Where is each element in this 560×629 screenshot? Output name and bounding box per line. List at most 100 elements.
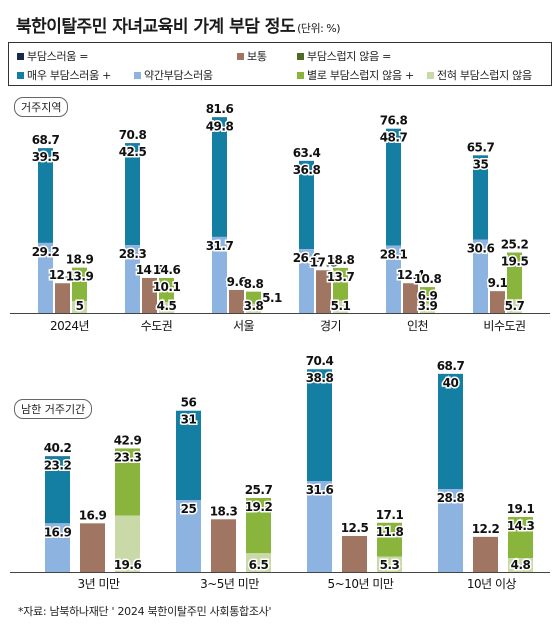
bar-not-very-1-3 <box>508 516 533 559</box>
label-somewhat-burden-0-5: 30.6 <box>467 242 495 256</box>
label-not-burden-total-0-1: 14.6 <box>153 263 181 277</box>
label-not-burden-total-0-2: 8.8 <box>244 277 264 291</box>
legend-swatch-not-burden-total <box>297 53 304 60</box>
bar-neutral-0-4 <box>403 283 418 313</box>
bar-neutral-1-0 <box>80 523 105 572</box>
bar-not-at-all-0-2 <box>246 303 261 313</box>
category-label-0-5: 비수도권 <box>483 319 525 333</box>
bar-somewhat-burden-0-3 <box>299 249 314 313</box>
bar-neutral-0-0 <box>55 283 70 313</box>
label-somewhat-burden-1-2: 31.6 <box>306 483 334 497</box>
label-not-very-1-1: 19.2 <box>245 500 273 514</box>
unit-label: (단위: %) <box>297 22 341 35</box>
category-label-1-3: 10년 이상 <box>467 577 517 591</box>
category-label-0-2: 서울 <box>233 319 255 333</box>
label-neutral-1-1: 18.3 <box>210 504 238 518</box>
label-very-burden-1-3: 40 <box>443 376 459 390</box>
label-somewhat-burden-0-4: 28.1 <box>380 248 408 262</box>
legend: 부담스러움 = 매우 부담스러움 + 약간부담스러움 보통 부담스럽지 않음 =… <box>8 42 552 86</box>
category-label-0-4: 인천 <box>407 318 428 333</box>
label-not-burden-total-1-3: 19.1 <box>507 502 535 516</box>
bar-somewhat-burden-1-1 <box>176 500 201 572</box>
label-neutral-1-2: 12.5 <box>341 521 369 535</box>
label-not-at-all-0-4: 3.9 <box>418 299 438 313</box>
label-somewhat-burden-0-3: 26.6 <box>293 251 321 265</box>
label-very-burden-0-1: 42.5 <box>119 145 147 159</box>
bar-not-at-all-0-4 <box>420 303 435 313</box>
bar-not-very-1-1 <box>246 497 271 554</box>
label-burden-total-0-3: 63.4 <box>293 146 321 160</box>
legend-swatch-very-burden <box>17 72 24 79</box>
bar-somewhat-burden-1-0 <box>45 523 70 572</box>
bar-not-very-0-2 <box>246 291 261 304</box>
label-burden-total-1-2: 70.4 <box>306 354 334 368</box>
label-not-very-0-4: 6.9 <box>418 289 438 303</box>
bar-somewhat-burden-0-4 <box>386 245 401 313</box>
bar-not-very-0-1 <box>159 277 174 303</box>
label-not-burden-total-0-4: 10.8 <box>414 272 442 286</box>
panel-label-region: 거주지역 <box>14 97 69 117</box>
bar-neutral-0-3 <box>316 270 331 313</box>
label-not-burden-total-0-5: 25.2 <box>501 238 529 252</box>
chart-title: 북한이탈주민 자녀교육비 가계 부담 정도 (단위: %) <box>16 17 341 37</box>
label-not-at-all-1-2: 5.3 <box>380 558 400 572</box>
label-very-burden-0-3: 36.8 <box>293 163 321 177</box>
legend-neutral: 보통 <box>237 48 267 64</box>
bar-very-burden-1-3 <box>438 373 463 490</box>
label-burden-total-0-4: 76.8 <box>380 114 408 128</box>
legend-not-at-all: 전혀 부담스럽지 않음 <box>427 67 532 83</box>
label-somewhat-burden-1-3: 28.8 <box>437 491 465 505</box>
legend-somewhat-burden: 약간부담스러움 <box>134 67 213 83</box>
label-not-at-all-0-3: 5.1 <box>331 299 351 313</box>
bar-very-burden-0-2 <box>212 117 227 237</box>
legend-swatch-not-at-all <box>427 72 434 79</box>
label-not-very-1-0: 23.3 <box>114 450 142 464</box>
label-burden-total-0-0: 68.7 <box>32 133 60 147</box>
bar-not-at-all-0-1 <box>159 302 174 313</box>
bar-somewhat-burden-0-0 <box>38 242 53 313</box>
legend-very-burden: 매우 부담스러움 + <box>17 67 111 83</box>
category-label-1-2: 5~10년 미만 <box>328 577 394 591</box>
label-burden-total-0-2: 81.6 <box>206 102 234 116</box>
label-not-very-1-2: 11.8 <box>376 525 404 539</box>
category-label-0-1: 수도권 <box>141 319 173 333</box>
label-neutral-1-0: 16.9 <box>79 508 107 522</box>
label-somewhat-burden-0-2: 31.7 <box>206 239 234 253</box>
label-not-very-1-3: 14.3 <box>507 519 535 533</box>
category-label-0-0: 2024년 <box>50 319 89 333</box>
legend-burden-total: 부담스러움 = <box>17 48 89 64</box>
label-very-burden-1-1: 31 <box>181 413 197 427</box>
label-not-at-all-0-2: 3.8 <box>244 299 264 313</box>
label-neutral-0-1: 14.6 <box>136 263 164 277</box>
label-not-burden-total-0-3: 18.8 <box>327 253 355 267</box>
label-not-burden-total-1-0: 42.9 <box>114 433 142 447</box>
label-not-very-0-2: 5.1 <box>262 291 282 305</box>
label-very-burden-0-4: 48.7 <box>380 131 408 145</box>
source-note: *자료: 남북하나재단 ' 2024 북한이탈주민 사회통합조사' <box>18 605 272 618</box>
label-neutral-0-0: 12.4 <box>49 268 77 282</box>
bar-not-very-0-4 <box>420 287 435 304</box>
bar-not-at-all-1-3 <box>508 558 533 572</box>
label-not-at-all-1-3: 4.8 <box>511 558 531 572</box>
bar-very-burden-0-3 <box>299 160 314 250</box>
category-label-0-3: 경기 <box>320 319 341 333</box>
label-very-burden-0-2: 49.8 <box>206 119 234 133</box>
bar-somewhat-burden-1-2 <box>307 480 332 572</box>
label-neutral-1-3: 12.2 <box>472 522 500 536</box>
bar-very-burden-1-2 <box>307 369 332 481</box>
bar-not-at-all-1-2 <box>377 556 402 572</box>
label-not-very-0-3: 13.7 <box>327 270 355 284</box>
legend-swatch-neutral <box>237 53 244 60</box>
bar-somewhat-burden-0-5 <box>473 239 488 313</box>
category-label-1-1: 3~5년 미만 <box>200 577 259 591</box>
bar-not-very-1-2 <box>377 522 402 557</box>
label-not-at-all-1-1: 6.5 <box>249 558 269 572</box>
label-not-at-all-0-0: 5 <box>76 299 84 313</box>
label-burden-total-0-1: 70.8 <box>119 128 147 142</box>
bar-neutral-1-1 <box>211 519 236 572</box>
bar-somewhat-burden-1-3 <box>438 489 463 572</box>
bar-very-burden-0-5 <box>473 155 488 240</box>
label-neutral-0-2: 9.6 <box>227 275 247 289</box>
legend-not-very: 별로 부담스럽지 않음 + <box>297 67 414 83</box>
bar-somewhat-burden-0-2 <box>212 236 227 313</box>
